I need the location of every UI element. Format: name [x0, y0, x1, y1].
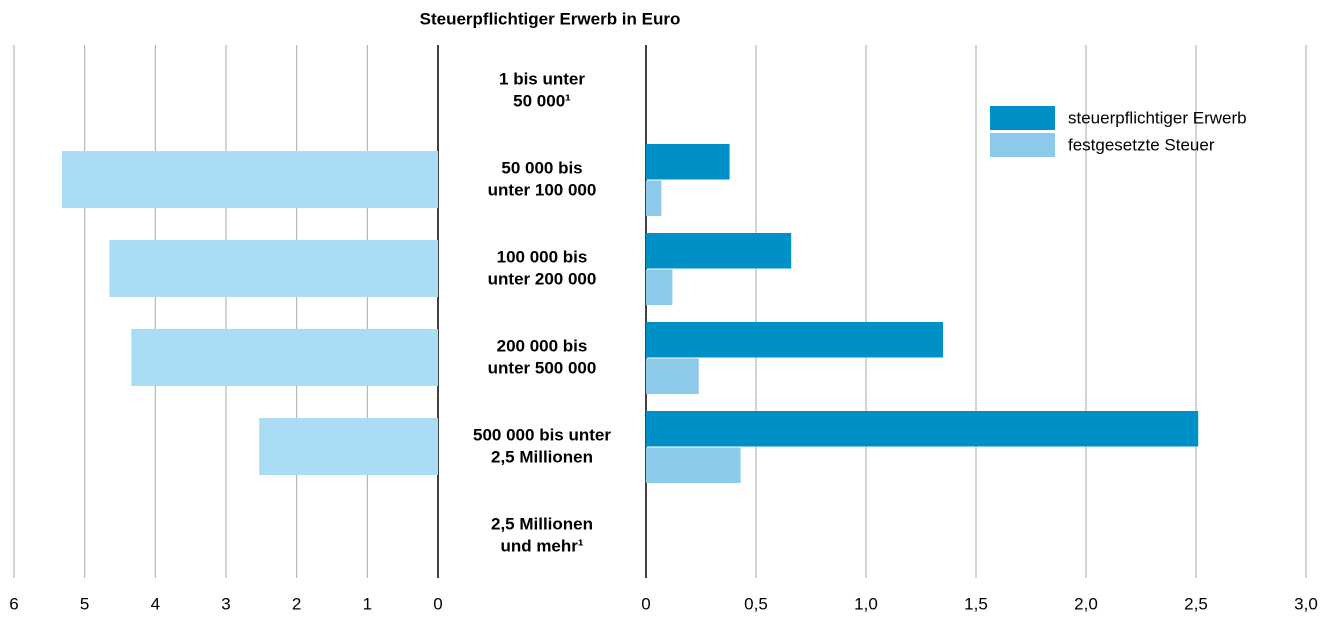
x-tick-label: 2 [292, 594, 301, 613]
bar [109, 240, 439, 297]
category-label: 50 000 bis [501, 158, 582, 177]
category-label: unter 500 000 [488, 358, 597, 377]
category-label: unter 100 000 [488, 180, 597, 199]
x-tick-label: 0 [433, 594, 442, 613]
chart-title: Steuerpflichtiger Erwerb in Euro [420, 9, 681, 28]
category-label: 500 000 bis unter [473, 425, 611, 444]
category-label: und mehr¹ [500, 536, 583, 555]
x-tick-label: 1,5 [964, 594, 988, 613]
category-label: 2,5 Millionen [491, 447, 593, 466]
bar [646, 411, 1199, 447]
x-tick-label: 3,0 [1294, 594, 1318, 613]
category-label: 100 000 bis [497, 247, 588, 266]
x-tick-label: 3 [221, 594, 230, 613]
x-tick-label: 4 [151, 594, 160, 613]
legend-swatch [990, 133, 1055, 157]
bar [131, 329, 438, 386]
category-label: 200 000 bis [497, 336, 588, 355]
x-tick-label: 0,5 [744, 594, 768, 613]
x-tick-label: 2,0 [1074, 594, 1098, 613]
legend-label: steuerpflichtiger Erwerb [1068, 108, 1247, 127]
category-label: unter 200 000 [488, 269, 597, 288]
bar [62, 151, 438, 208]
bar [646, 358, 699, 394]
x-tick-label: 1 [363, 594, 372, 613]
bar [646, 180, 662, 216]
legend-swatch [990, 106, 1055, 130]
x-tick-label: 2,5 [1184, 594, 1208, 613]
x-tick-label: 6 [9, 594, 18, 613]
bar [259, 418, 438, 475]
x-tick-label: 1,0 [854, 594, 878, 613]
category-label: 1 bis unter [499, 69, 585, 88]
x-tick-label: 5 [80, 594, 89, 613]
category-label: 50 000¹ [513, 91, 571, 110]
bar [646, 322, 943, 358]
bar [646, 269, 673, 305]
bar [646, 233, 792, 269]
legend-label: festgesetzte Steuer [1068, 135, 1215, 154]
bar [646, 144, 730, 180]
x-tick-label: 0 [641, 594, 650, 613]
category-label: 2,5 Millionen [491, 514, 593, 533]
bar [646, 447, 741, 483]
